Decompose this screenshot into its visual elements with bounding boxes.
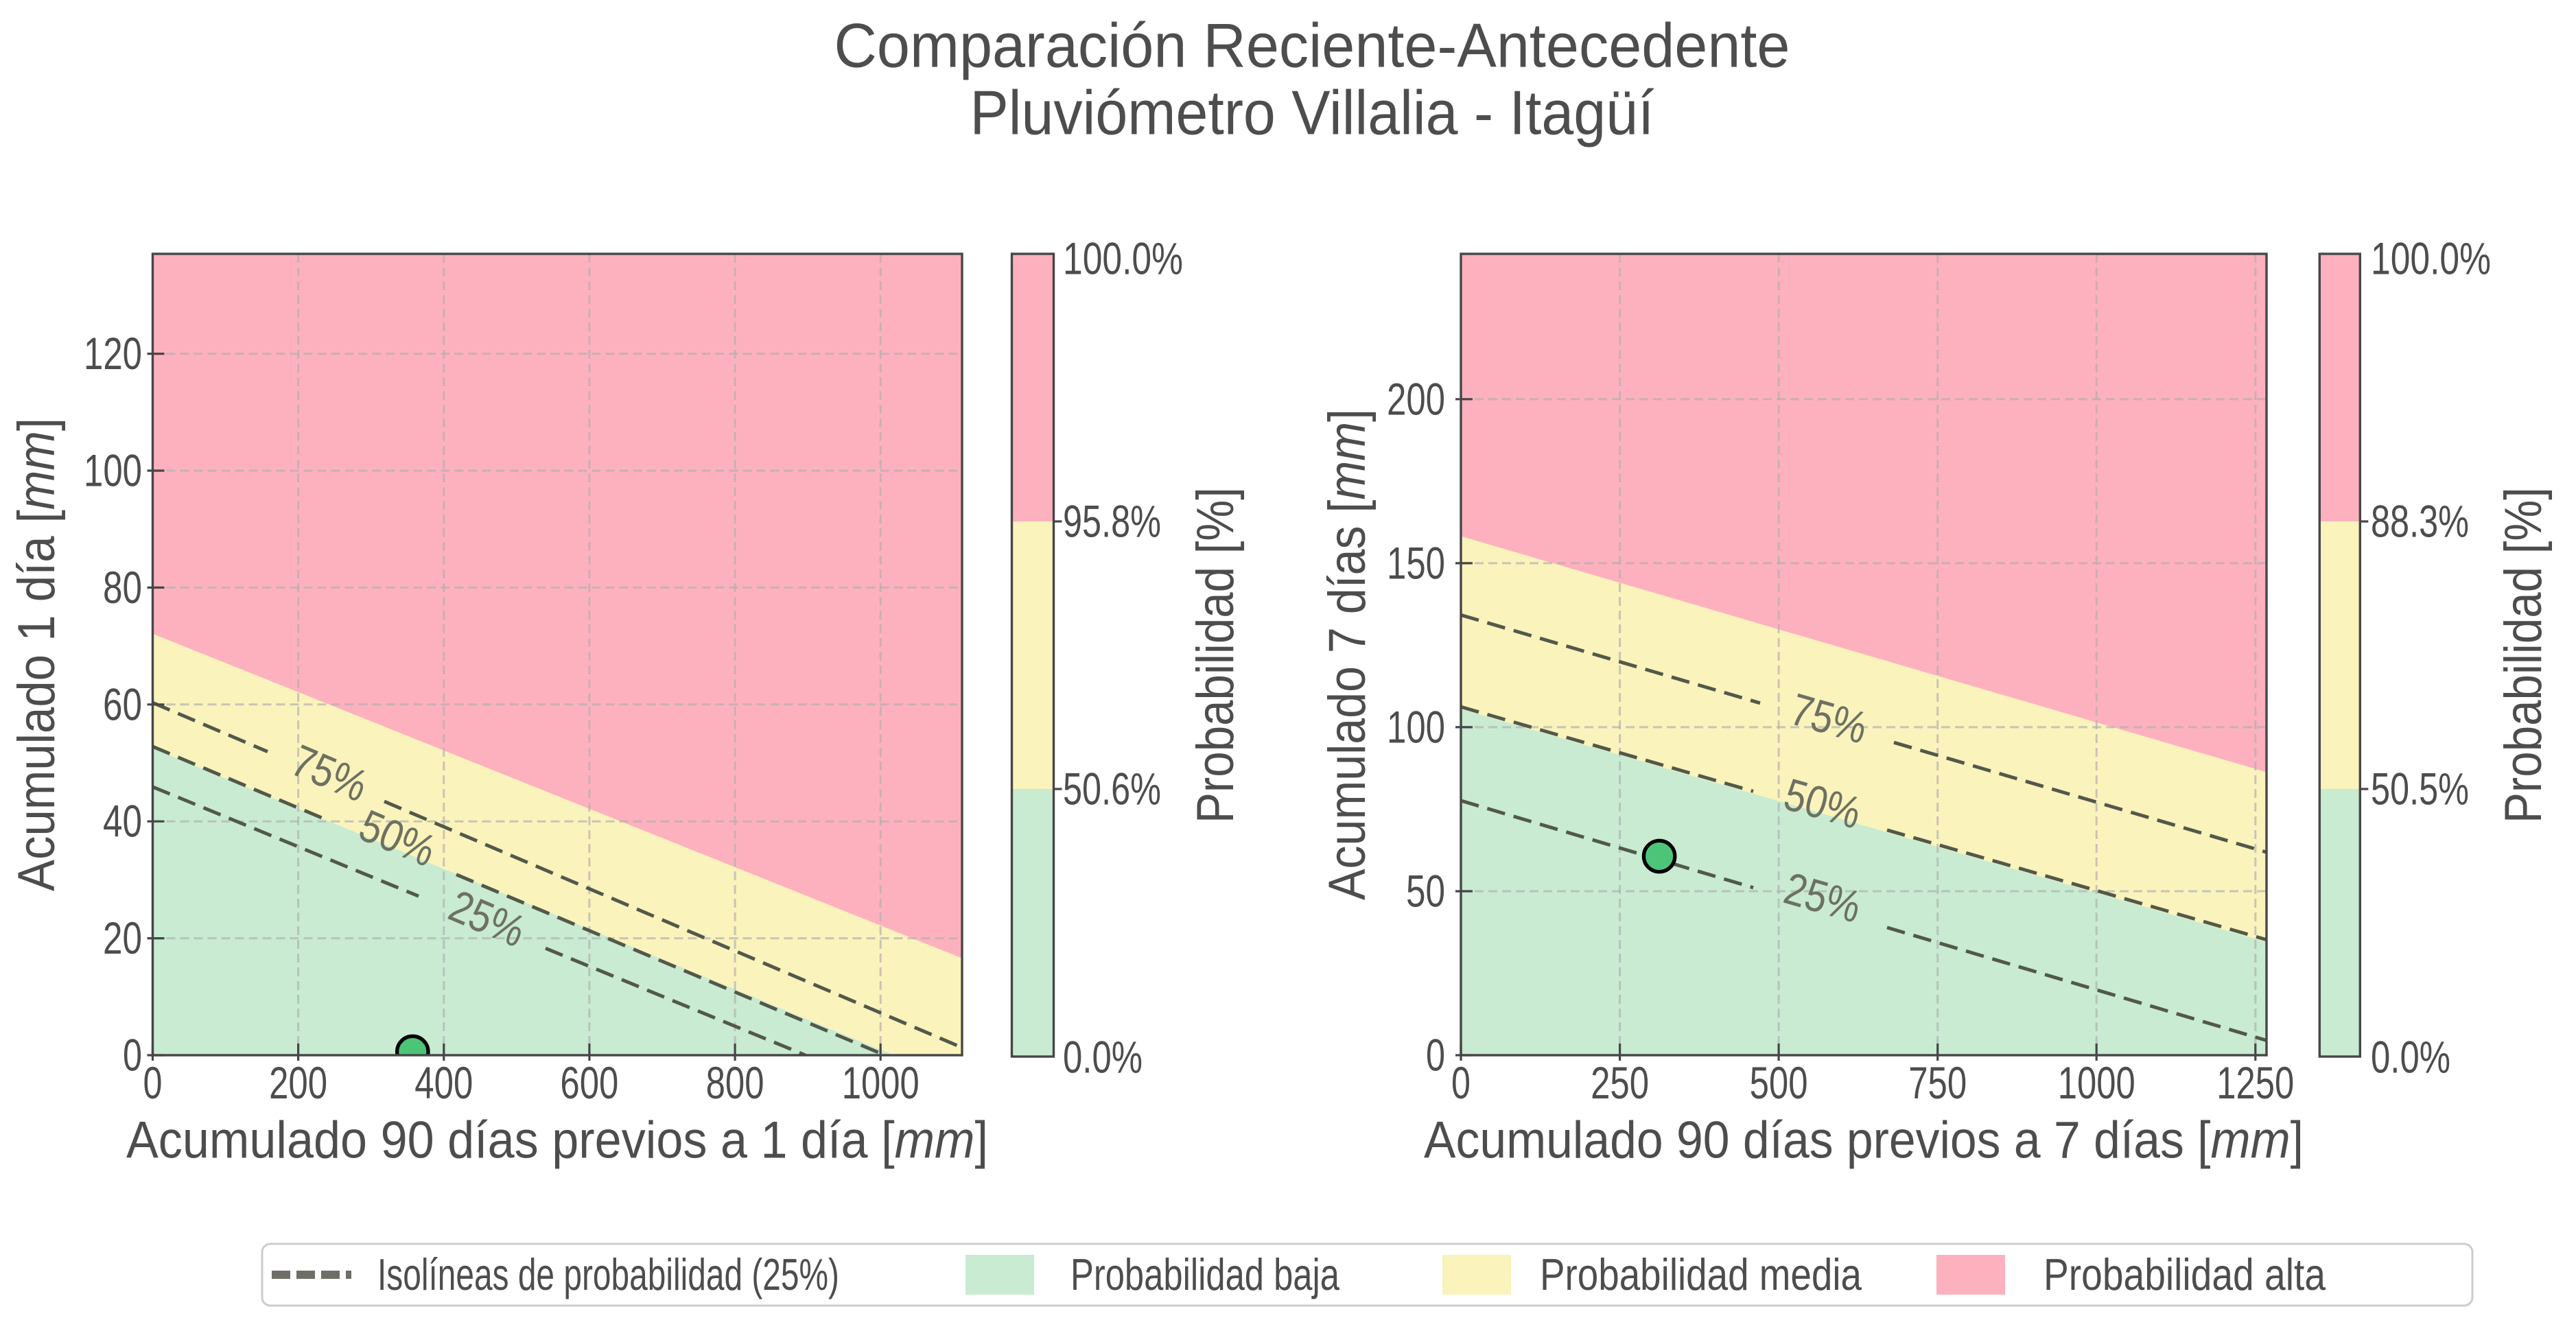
svg-text:150: 150 xyxy=(1387,537,1445,588)
svg-text:Comparación Reciente-Anteceden: Comparación Reciente-Antecedente xyxy=(834,12,1790,81)
svg-text:80: 80 xyxy=(103,562,142,613)
svg-text:0: 0 xyxy=(143,1057,163,1108)
svg-text:88.3%: 88.3% xyxy=(2371,496,2469,547)
svg-text:Probabilidad [%]: Probabilidad [%] xyxy=(1186,487,1245,823)
svg-text:100.0%: 100.0% xyxy=(1063,233,1183,284)
svg-text:400: 400 xyxy=(414,1057,473,1108)
svg-text:20: 20 xyxy=(103,912,142,963)
svg-text:200: 200 xyxy=(1387,373,1445,424)
svg-text:1000: 1000 xyxy=(842,1057,920,1108)
svg-text:1000: 1000 xyxy=(2058,1057,2135,1108)
svg-text:0.0%: 0.0% xyxy=(1063,1032,1143,1083)
svg-text:Probabilidad baja: Probabilidad baja xyxy=(1070,1249,1340,1299)
svg-text:50: 50 xyxy=(1406,866,1445,917)
svg-text:Acumulado 90 días previos a 1: Acumulado 90 días previos a 1 día [mm] xyxy=(126,1111,988,1170)
svg-text:Acumulado 1 día [mm]: Acumulado 1 día [mm] xyxy=(8,418,66,891)
svg-text:Acumulado 90 días previos a 7: Acumulado 90 días previos a 7 días [mm] xyxy=(1424,1111,2304,1170)
svg-text:Pluviómetro Villalia - Itagüí: Pluviómetro Villalia - Itagüí xyxy=(970,79,1654,148)
svg-text:1250: 1250 xyxy=(2216,1057,2294,1108)
svg-text:60: 60 xyxy=(103,679,142,729)
svg-text:50.6%: 50.6% xyxy=(1063,764,1161,814)
svg-text:100: 100 xyxy=(84,445,142,496)
svg-text:120: 120 xyxy=(84,328,142,379)
svg-text:0: 0 xyxy=(1426,1030,1445,1081)
svg-text:800: 800 xyxy=(706,1057,764,1108)
svg-text:750: 750 xyxy=(1908,1057,1967,1108)
svg-text:50.5%: 50.5% xyxy=(2371,764,2469,814)
svg-text:250: 250 xyxy=(1591,1057,1649,1108)
svg-text:100: 100 xyxy=(1387,701,1445,752)
svg-text:0.0%: 0.0% xyxy=(2371,1032,2450,1083)
svg-text:0: 0 xyxy=(123,1030,142,1081)
svg-text:600: 600 xyxy=(560,1057,618,1108)
svg-text:40: 40 xyxy=(103,796,142,847)
svg-text:0: 0 xyxy=(1451,1057,1471,1108)
svg-text:Probabilidad media: Probabilidad media xyxy=(1540,1249,1862,1299)
svg-text:Probabilidad alta: Probabilidad alta xyxy=(2044,1249,2326,1299)
svg-text:95.8%: 95.8% xyxy=(1063,496,1161,547)
svg-text:Isolíneas de probabilidad (25%: Isolíneas de probabilidad (25%) xyxy=(377,1249,839,1299)
svg-text:Probabilidad [%]: Probabilidad [%] xyxy=(2494,487,2553,823)
svg-text:100.0%: 100.0% xyxy=(2371,233,2491,284)
svg-text:Acumulado 7 días [mm]: Acumulado 7 días [mm] xyxy=(1318,409,1377,900)
svg-text:500: 500 xyxy=(1750,1057,1808,1108)
svg-text:200: 200 xyxy=(269,1057,327,1108)
